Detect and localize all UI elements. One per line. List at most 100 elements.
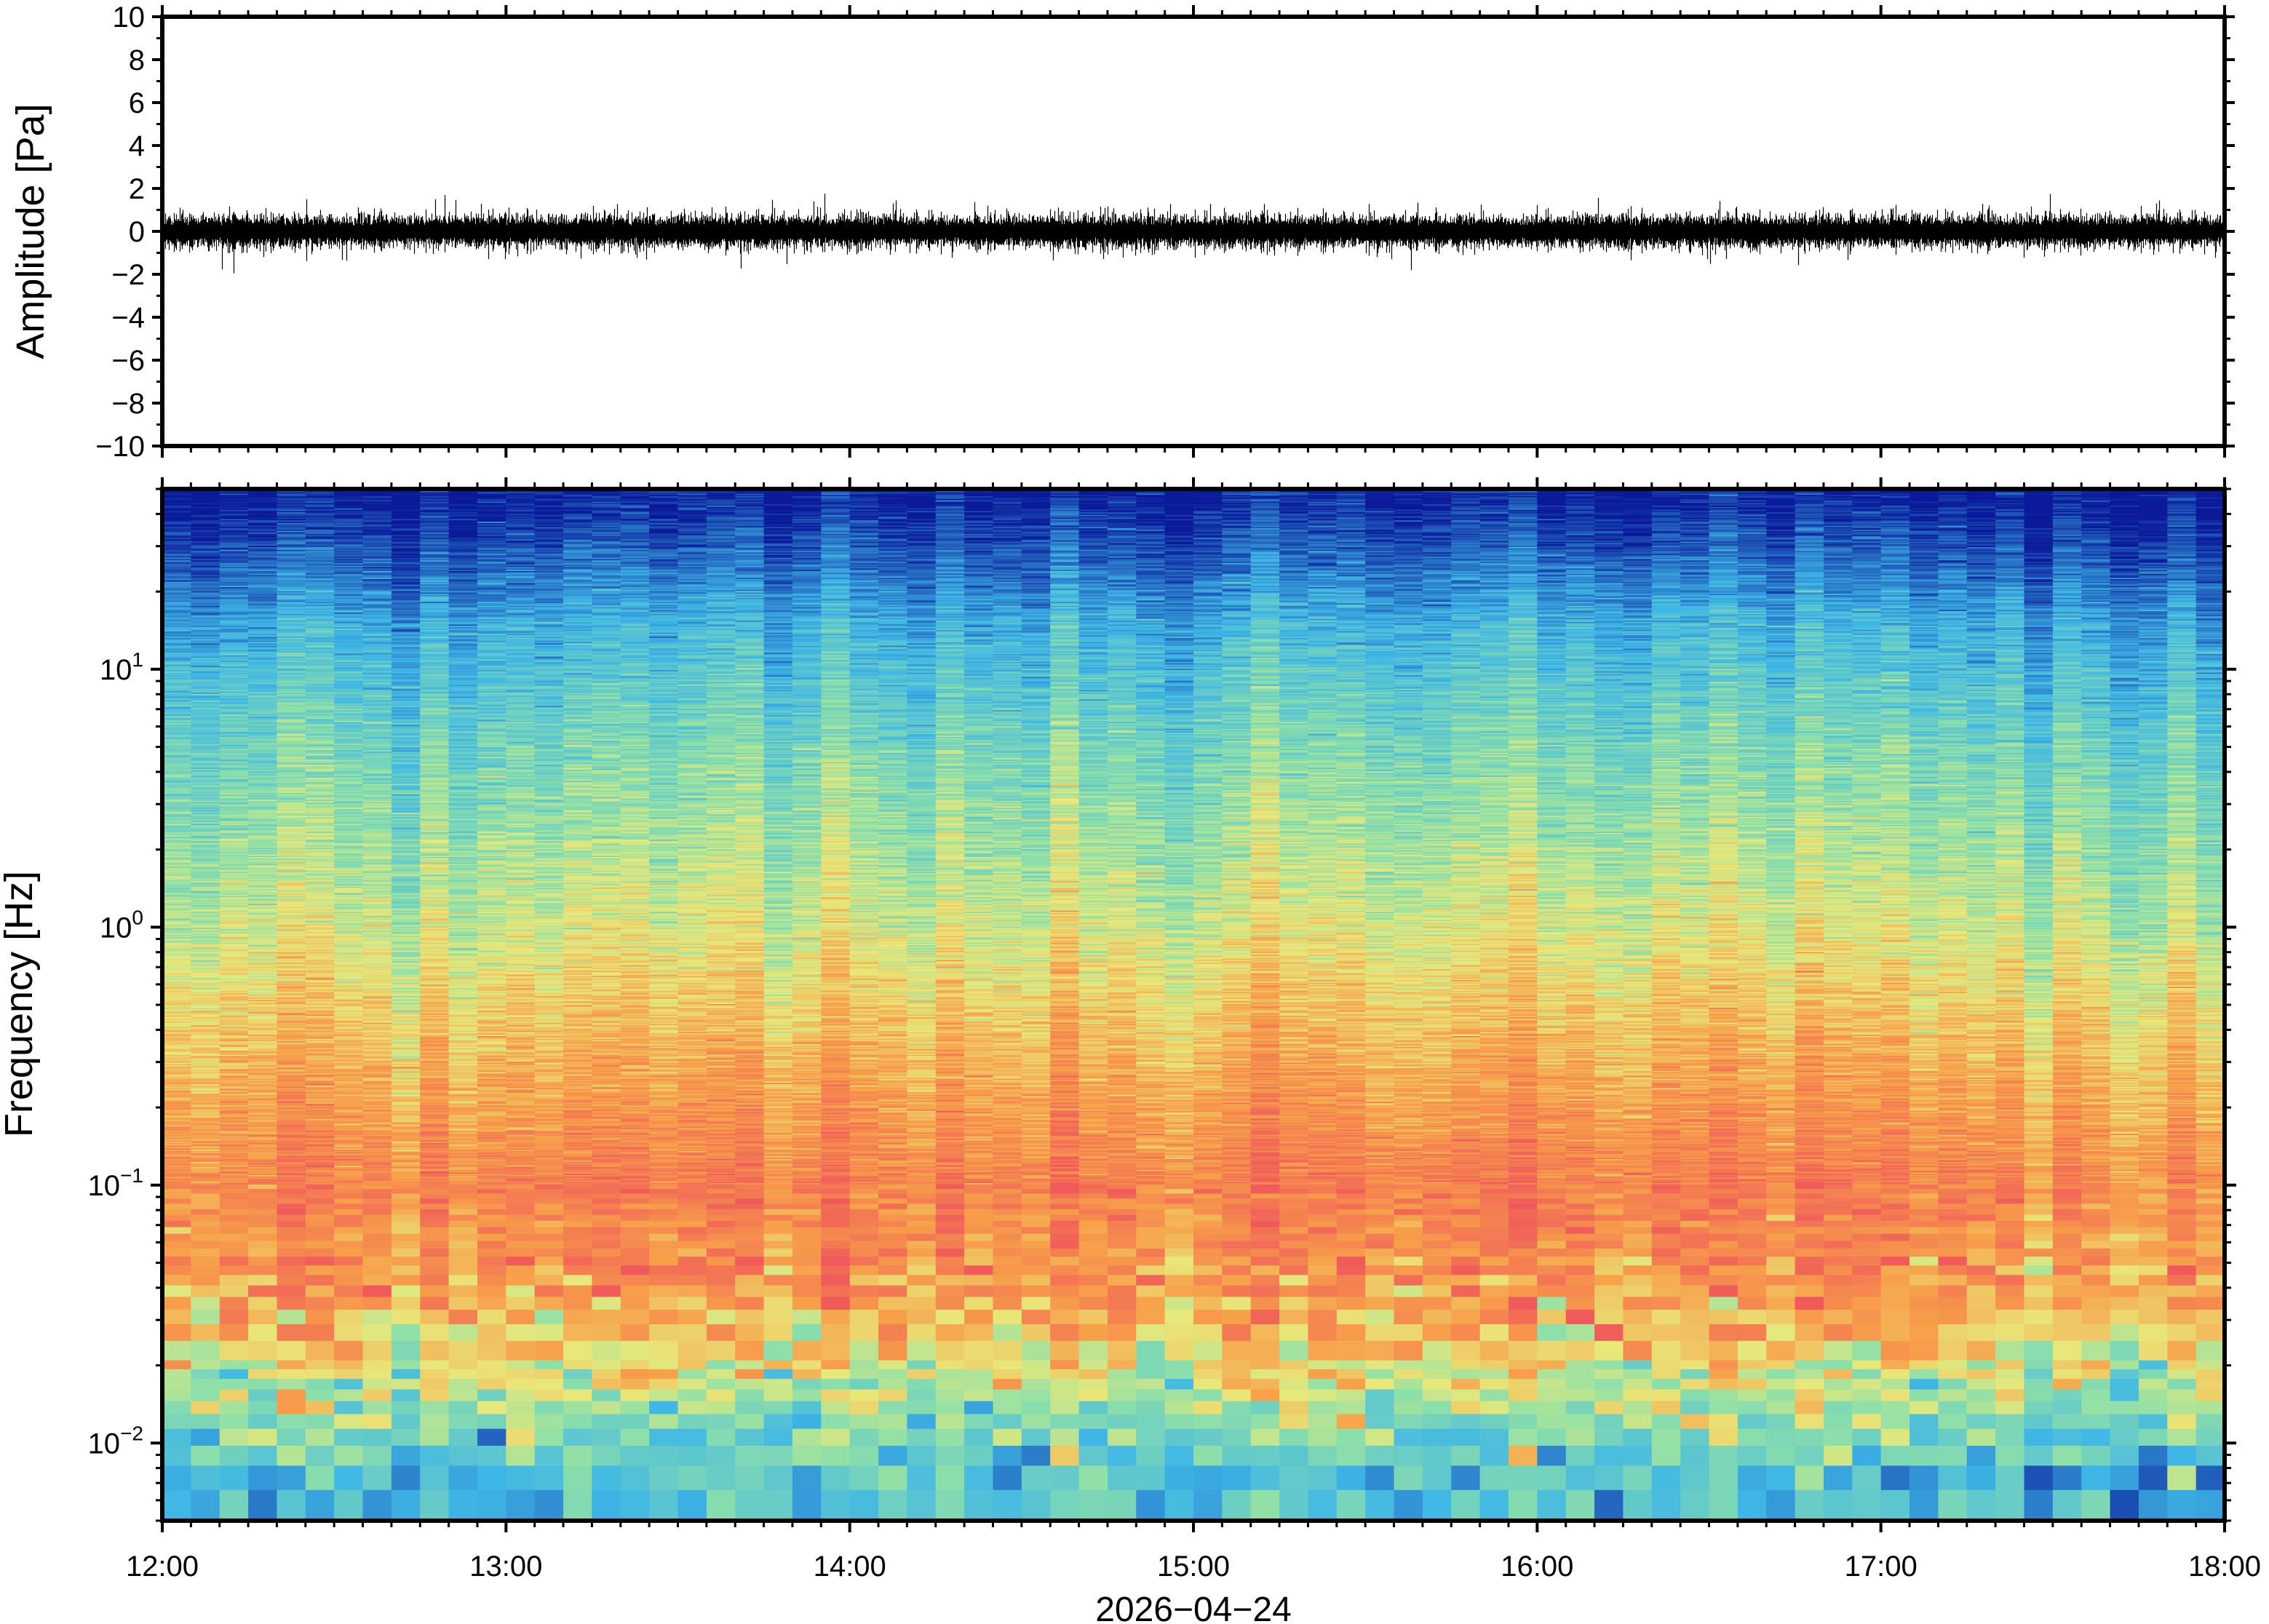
- spectrogram-cell: [1509, 1324, 1538, 1340]
- spectrogram-cell: [162, 1241, 191, 1249]
- spectrogram-cell: [392, 1257, 421, 1266]
- spectrogram-cell: [621, 1203, 650, 1209]
- spectrogram-cell: [1881, 1203, 1910, 1209]
- spectrogram-cell: [764, 1227, 793, 1234]
- spectrogram-cell: [1509, 1227, 1538, 1234]
- spectrogram-cell: [2167, 1324, 2196, 1340]
- spectrogram-cell: [220, 1227, 249, 1234]
- spectrogram-cell: [1910, 1227, 1939, 1234]
- spectrogram-cell: [2196, 1445, 2225, 1465]
- spectrogram-cell: [363, 1309, 392, 1324]
- spectrogram-cell: [1623, 1188, 1652, 1193]
- spectrogram-cell: [1938, 1209, 1967, 1214]
- spectrogram-cell: [1709, 1220, 1738, 1227]
- spectrogram-cell: [735, 1248, 764, 1257]
- spectrogram-cell: [707, 1489, 736, 1521]
- spectrogram-cell: [2167, 1227, 2196, 1234]
- spectrogram-cell: [277, 1369, 306, 1379]
- spectrogram-cell: [1108, 1248, 1137, 1257]
- waveform-y-tick-label: −8: [111, 388, 145, 420]
- spectrogram-cell: [1251, 1241, 1280, 1249]
- spectrogram-cell: [392, 1379, 421, 1390]
- spectrogram-cell: [792, 1369, 822, 1379]
- spectrogram-cell: [764, 1285, 793, 1297]
- spectrogram-cell: [2081, 1214, 2110, 1221]
- spectrogram-cell: [1165, 1214, 1194, 1221]
- spectrogram-cell: [2024, 1220, 2053, 1227]
- spectrogram-cell: [2024, 1209, 2053, 1214]
- spectrogram-cell: [306, 1369, 335, 1379]
- spectrogram-cell: [735, 1203, 764, 1209]
- spectrogram-cell: [334, 1285, 363, 1297]
- spectrogram-cell: [735, 1193, 764, 1198]
- spectrogram-cell: [162, 1257, 191, 1266]
- spectrogram-cell: [621, 1445, 650, 1465]
- spectrogram-cell: [764, 1340, 793, 1360]
- spectrogram-cell: [277, 1227, 306, 1234]
- spectrogram-cell: [1022, 1285, 1051, 1297]
- spectrogram-cell: [1594, 1257, 1624, 1266]
- spectrogram-cell: [821, 1248, 850, 1257]
- spectrogram-cell: [592, 1445, 621, 1465]
- spectrogram-cell: [1050, 1309, 1079, 1324]
- spectrogram-cell: [1423, 1445, 1452, 1465]
- spectrogram-cell: [2110, 1275, 2139, 1286]
- spectrogram-cell: [735, 1297, 764, 1310]
- spectrogram-cell: [1995, 1309, 2024, 1324]
- spectrogram-cell: [1079, 1188, 1108, 1193]
- spectrogram-cell: [477, 1389, 506, 1401]
- spectrogram-cell: [1423, 1360, 1452, 1369]
- spectrogram-cell: [1738, 1389, 1767, 1401]
- spectrogram-cell: [2053, 1220, 2082, 1227]
- spectrogram-cell: [477, 1340, 506, 1360]
- spectrogram-cell: [191, 1257, 220, 1266]
- spectrogram-cell: [1108, 1324, 1137, 1340]
- spectrogram-cell: [1766, 1445, 1795, 1465]
- spectrogram-cell: [1824, 1324, 1853, 1340]
- spectrogram-cell: [764, 1220, 793, 1227]
- spectrogram-cell: [2167, 1257, 2196, 1266]
- spectrogram-cell: [2139, 1265, 2168, 1275]
- spectrogram-cell: [1222, 1379, 1251, 1390]
- spectrogram-cell: [1365, 1203, 1394, 1209]
- spectrogram-cell: [506, 1198, 535, 1204]
- spectrogram-cell: [392, 1389, 421, 1401]
- spectrogram-cell: [1050, 1489, 1079, 1521]
- spectrogram-cell: [1623, 1489, 1652, 1521]
- spectrogram-cell: [1795, 1184, 1824, 1189]
- spectrogram-cell: [563, 1233, 592, 1241]
- spectrogram-cell: [1022, 1465, 1051, 1490]
- spectrogram-cell: [1050, 1220, 1079, 1227]
- spectrogram-cell: [1279, 1445, 1308, 1465]
- spectrogram-cell: [1480, 1428, 1509, 1446]
- spectrogram-cell: [1222, 1203, 1251, 1209]
- spectrogram-cell: [707, 1188, 736, 1193]
- spectrogram-cell: [248, 1379, 277, 1390]
- spectrogram-cell: [535, 1285, 564, 1297]
- spectrogram-cell: [764, 1248, 793, 1257]
- spectrogram-cell: [1050, 1428, 1079, 1446]
- spectrogram-cell: [621, 1360, 650, 1369]
- spectrogram-cell: [1337, 1489, 1366, 1521]
- spectrogram-cell: [621, 1401, 650, 1414]
- spectrogram-cell: [964, 1309, 993, 1324]
- spectrogram-cell: [1251, 1265, 1280, 1275]
- spectrogram-cell: [2081, 1203, 2110, 1209]
- spectrogram-cell: [1509, 1489, 1538, 1521]
- spectrogram-cell: [1623, 1445, 1652, 1465]
- spectrogram-cell: [1279, 1220, 1308, 1227]
- spectrogram-cell: [1537, 1233, 1566, 1241]
- spectrogram-cell: [420, 1285, 449, 1297]
- spectrogram-cell: [1566, 1389, 1595, 1401]
- spectrogram-cell: [1910, 1389, 1939, 1401]
- spectrogram-cell: [1394, 1414, 1423, 1429]
- spectrogram-cell: [1652, 1445, 1681, 1465]
- spectrogram-cell: [477, 1214, 506, 1221]
- spectrogram-cell: [1251, 1414, 1280, 1429]
- spectrogram-cell: [1136, 1297, 1165, 1310]
- spectrogram-cell: [850, 1414, 879, 1429]
- spectrogram-cell: [2139, 1233, 2168, 1241]
- spectrogram-cell: [1824, 1209, 1853, 1214]
- spectrogram-cell: [1852, 1465, 1881, 1490]
- spectrogram-cell: [506, 1241, 535, 1249]
